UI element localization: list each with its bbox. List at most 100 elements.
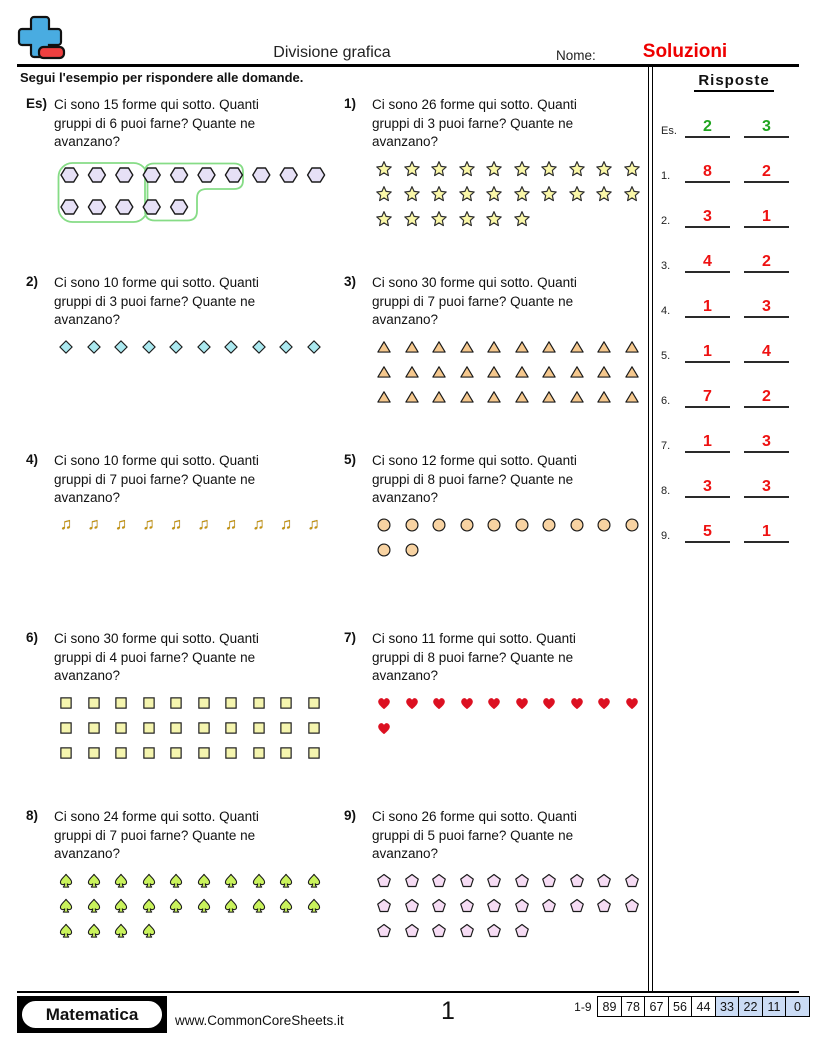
problem-text-line: Ci sono 24 forme qui sotto. Quanti — [54, 809, 259, 824]
answer-row-label: 2. — [661, 215, 671, 227]
circle-icon — [624, 517, 639, 532]
star-icon — [596, 160, 612, 176]
pentagon-icon — [377, 923, 391, 937]
shape-row — [375, 719, 646, 737]
problem-text-line: Ci sono 12 forme qui sotto. Quanti — [372, 453, 577, 468]
site-url: www.CommonCoreSheets.it — [175, 1013, 344, 1028]
problem-number: Es) — [26, 96, 48, 111]
circle-icon — [404, 542, 419, 557]
pentagon-icon — [459, 873, 474, 887]
answer-row: 3. 4 2 — [661, 249, 789, 273]
problem-body: Ci sono 12 forme qui sotto. Quanti gruppi… — [372, 452, 646, 566]
answer-groups-blank: 3 — [685, 477, 730, 498]
instruction-text: Segui l'esempio per rispondere alle doma… — [20, 70, 304, 85]
problem-text-line: avanzano? — [54, 312, 121, 327]
square-icon — [115, 696, 127, 709]
problem-text-line: avanzano? — [372, 312, 439, 327]
square-icon — [60, 746, 72, 759]
spade-icon — [59, 898, 73, 913]
heart-icon — [570, 697, 583, 709]
problem-text-line: gruppi di 7 puoi farne? Quante ne — [54, 827, 256, 843]
heart-icon — [405, 697, 418, 709]
pentagon-icon — [514, 873, 529, 887]
problem-card: 9) Ci sono 26 forme qui sotto. Quanti gru… — [342, 808, 646, 986]
answer-remainder-blank: 3 — [744, 297, 789, 318]
problem-card: 1) Ci sono 26 forme qui sotto. Quanti gru… — [342, 96, 646, 274]
problem-card: 5) Ci sono 12 forme qui sotto. Quanti gru… — [342, 452, 646, 630]
square-icon — [252, 696, 265, 709]
answer-row: 8. 3 3 — [661, 474, 789, 498]
shape-grid — [57, 338, 342, 356]
square-icon — [115, 746, 127, 759]
music-note-icon: ♫ — [197, 515, 210, 533]
diamond-icon — [59, 339, 73, 354]
answer-row-label: 9. — [661, 530, 671, 542]
shape-grid — [375, 872, 646, 940]
diamond-icon — [224, 339, 238, 354]
triangle-icon — [404, 390, 419, 403]
answer-remainder-blank: 2 — [744, 252, 789, 273]
score-cell: 89 — [597, 996, 622, 1017]
spade-icon — [224, 873, 238, 888]
square-icon — [307, 696, 320, 709]
star-icon — [376, 185, 392, 201]
shape-grid — [375, 516, 646, 559]
square-icon — [225, 721, 237, 734]
pentagon-icon — [624, 873, 639, 887]
answer-row: 1. 8 2 — [661, 159, 789, 183]
star-icon — [623, 185, 640, 201]
diamond-icon — [169, 339, 183, 354]
problem-text: Ci sono 12 forme qui sotto. Quanti gruppi… — [372, 452, 646, 508]
heart-icon — [433, 697, 445, 709]
problem-text: Ci sono 10 forme qui sotto. Quanti gruppi… — [54, 452, 342, 508]
shape-row — [375, 210, 646, 228]
heart-icon — [488, 697, 500, 709]
pentagon-icon — [459, 898, 474, 912]
circle-icon — [569, 517, 584, 532]
shape-row — [57, 338, 342, 356]
spade-icon — [252, 898, 265, 913]
pentagon-icon — [624, 898, 639, 912]
problem-text-line: gruppi di 3 puoi farne? Quante ne — [372, 115, 574, 131]
problem-number: 2) — [26, 274, 39, 289]
problems-grid: Es) Ci sono 15 forme qui sotto. Quanti gr… — [24, 96, 646, 986]
music-note-icon: ♫ — [252, 515, 265, 533]
shape-row — [375, 388, 646, 406]
spade-icon — [87, 873, 100, 888]
problem-text-line: avanzano? — [372, 846, 439, 861]
square-icon — [142, 721, 155, 734]
answer-row-label: 4. — [661, 305, 671, 317]
diamond-icon — [251, 339, 266, 354]
diamond-icon — [86, 339, 101, 354]
circle-icon — [542, 517, 556, 532]
square-icon — [115, 721, 127, 734]
shape-grid: ♫ ♫ ♫ ♫ ♫ ♫ ♫ ♫ ♫ ♫ — [57, 516, 342, 534]
pentagon-icon — [404, 898, 419, 912]
shape-row: ♫ ♫ ♫ ♫ ♫ ♫ ♫ ♫ ♫ ♫ — [57, 516, 342, 534]
pentagon-icon — [377, 873, 391, 887]
square-icon — [170, 746, 182, 759]
shape-row — [57, 922, 342, 940]
solutions-value: Soluzioni — [642, 41, 728, 62]
problem-card: 8) Ci sono 24 forme qui sotto. Quanti gru… — [24, 808, 342, 986]
triangle-icon — [377, 340, 391, 353]
square-icon — [142, 696, 155, 709]
star-icon — [486, 160, 502, 176]
problem-number: 3) — [344, 274, 357, 289]
problem-body: Ci sono 30 forme qui sotto. Quanti gruppi… — [54, 630, 342, 769]
triangle-icon — [487, 390, 501, 403]
music-note-icon: ♫ — [142, 515, 155, 533]
star-icon — [623, 160, 640, 176]
answer-groups-blank: 8 — [685, 162, 730, 183]
shape-grid — [375, 338, 646, 406]
spade-icon — [142, 923, 155, 938]
spade-icon — [87, 923, 100, 938]
problem-body: Ci sono 10 forme qui sotto. Quanti gruppi… — [54, 452, 342, 541]
shape-row — [57, 694, 342, 712]
star-icon — [431, 185, 447, 201]
problem-text-line: gruppi di 8 puoi farne? Quante ne — [372, 649, 574, 665]
star-icon — [513, 160, 530, 176]
pentagon-icon — [459, 923, 474, 937]
answer-remainder-blank: 1 — [744, 207, 789, 228]
answer-groups-blank: 5 — [685, 522, 730, 543]
